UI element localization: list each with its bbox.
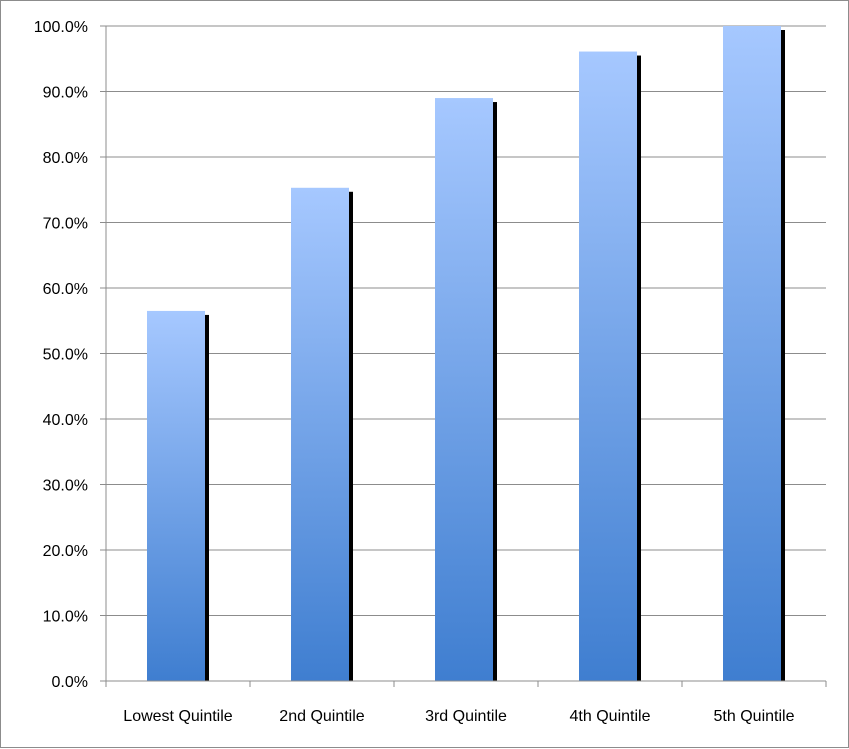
y-tick-label: 60.0% (43, 281, 88, 298)
y-tick-label: 10.0% (43, 609, 88, 626)
x-tick-label: 5th Quintile (714, 708, 795, 725)
y-tick-label: 20.0% (43, 543, 88, 560)
bar (291, 187, 349, 681)
y-tick-label: 30.0% (43, 478, 88, 495)
bar (723, 26, 781, 681)
y-tick-label: 80.0% (43, 150, 88, 167)
bar-shadow (637, 55, 641, 682)
y-tick-label: 40.0% (43, 412, 88, 429)
x-tick-label: 3rd Quintile (425, 708, 507, 725)
x-axis-tick-labels: Lowest Quintile 2nd Quintile 3rd Quintile 4… (123, 708, 794, 725)
bar-shadow (493, 102, 497, 682)
y-tick-label: 90.0% (43, 85, 88, 102)
x-tick-label: 4th Quintile (570, 708, 651, 725)
y-tick-label: 0.0% (52, 674, 88, 691)
bar-shadow (349, 191, 353, 681)
x-tick-label: Lowest Quintile (123, 708, 232, 725)
bar-shadow (205, 314, 209, 681)
y-axis-tick-labels: 0.0% 10.0% 20.0% 30.0% 40.0% 50.0% 60.0% 70.0% 8… (34, 19, 88, 691)
y-tick-label: 50.0% (43, 347, 88, 364)
axes (100, 25, 827, 687)
bar (579, 51, 637, 682)
bars (147, 26, 785, 682)
y-tick-label: 100.0% (34, 19, 88, 36)
bar (435, 98, 493, 682)
y-tick-label: 70.0% (43, 216, 88, 233)
x-tick-label: 2nd Quintile (279, 708, 364, 725)
bar (147, 310, 205, 681)
bar-shadow (781, 30, 785, 681)
